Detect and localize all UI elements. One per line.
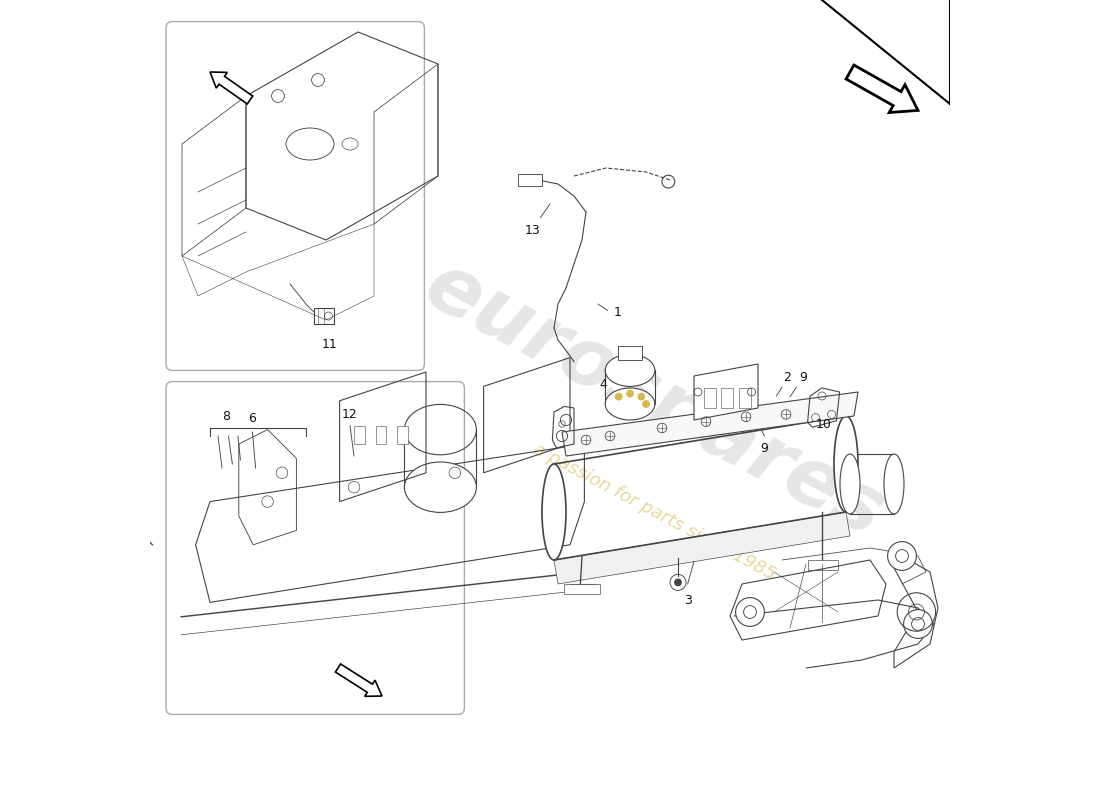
Polygon shape: [694, 364, 758, 420]
Text: a passion for parts since 1985: a passion for parts since 1985: [530, 440, 779, 584]
Text: 9: 9: [760, 442, 768, 454]
Text: 1: 1: [614, 306, 622, 318]
FancyBboxPatch shape: [375, 426, 386, 444]
Ellipse shape: [840, 454, 860, 514]
Text: 11: 11: [322, 338, 338, 350]
Polygon shape: [336, 664, 382, 696]
Text: 9: 9: [800, 371, 807, 384]
Circle shape: [627, 390, 634, 397]
Polygon shape: [562, 392, 858, 456]
Text: 3: 3: [684, 594, 692, 606]
Ellipse shape: [834, 416, 858, 512]
Circle shape: [642, 401, 649, 407]
Polygon shape: [554, 512, 850, 584]
Ellipse shape: [405, 462, 476, 512]
Ellipse shape: [605, 388, 654, 420]
FancyBboxPatch shape: [166, 22, 425, 370]
Circle shape: [616, 394, 622, 400]
Circle shape: [638, 394, 645, 400]
FancyBboxPatch shape: [807, 560, 838, 570]
FancyBboxPatch shape: [354, 426, 365, 444]
FancyBboxPatch shape: [704, 388, 716, 408]
Text: 12: 12: [342, 408, 358, 421]
Ellipse shape: [89, 498, 129, 549]
Ellipse shape: [89, 550, 129, 568]
FancyBboxPatch shape: [739, 388, 751, 408]
Text: 10: 10: [815, 418, 832, 430]
FancyBboxPatch shape: [166, 382, 464, 714]
Ellipse shape: [542, 464, 566, 560]
Text: 2: 2: [783, 371, 792, 384]
Text: 4: 4: [600, 378, 607, 390]
Circle shape: [736, 598, 764, 626]
FancyBboxPatch shape: [564, 584, 600, 594]
Text: 8: 8: [222, 410, 230, 423]
FancyBboxPatch shape: [397, 426, 408, 444]
Polygon shape: [822, 0, 950, 104]
Text: 13: 13: [525, 224, 540, 237]
FancyBboxPatch shape: [518, 174, 542, 186]
Ellipse shape: [884, 454, 904, 514]
Circle shape: [674, 579, 681, 586]
Text: 6: 6: [249, 413, 256, 426]
Text: eurospares: eurospares: [411, 246, 896, 554]
FancyBboxPatch shape: [618, 346, 642, 360]
Polygon shape: [210, 72, 253, 104]
Polygon shape: [846, 65, 918, 113]
Ellipse shape: [605, 354, 654, 386]
Circle shape: [903, 610, 933, 638]
FancyBboxPatch shape: [722, 388, 734, 408]
Circle shape: [888, 542, 916, 570]
